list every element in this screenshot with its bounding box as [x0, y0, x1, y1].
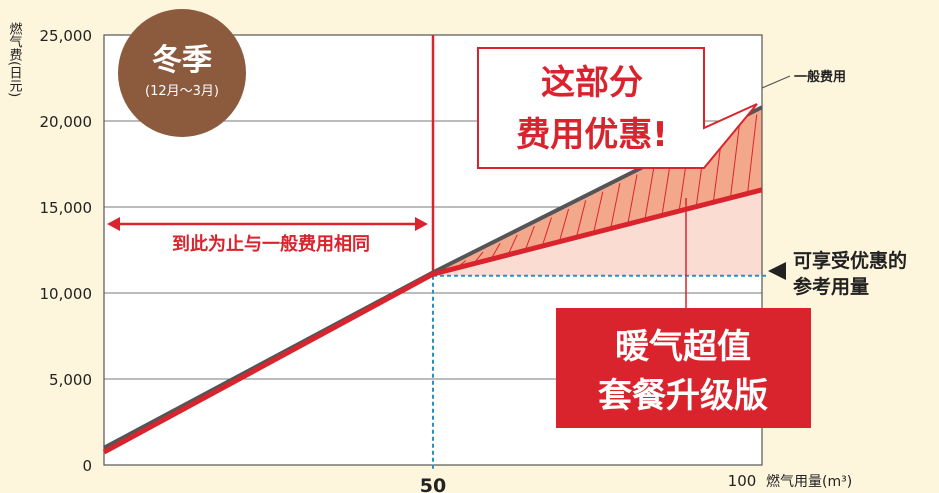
y-tick-label-0: 0 [82, 457, 92, 475]
plan-label-box [556, 308, 811, 428]
x-tick-label-50: 50 [420, 475, 446, 493]
plan-label-line1: 暖气超值 [615, 327, 751, 367]
hatch-line [747, 114, 758, 194]
season-subtitle: (12月～3月) [145, 84, 219, 99]
hatch-line [627, 174, 638, 225]
y-tick-label-2: 10,000 [40, 285, 93, 303]
y-tick-labels: 0 5,000 10,000 15,000 20,000 25,000 [40, 27, 93, 475]
reference-pointer-icon [768, 262, 786, 280]
hatch-line [593, 191, 604, 234]
y-tick-label-3: 15,000 [40, 199, 93, 217]
y-tick-label-1: 5,000 [49, 371, 92, 389]
hatch-line [524, 225, 535, 251]
hatch-line [507, 234, 518, 256]
season-badge [118, 9, 246, 137]
y-tick-label-5: 25,000 [40, 27, 93, 45]
general-legend-leader [761, 75, 791, 89]
savings-callout-box [477, 47, 758, 169]
hatch-line [610, 183, 621, 229]
legend-general-label: 一般费用 [794, 69, 846, 85]
hatch-line [644, 165, 655, 220]
y-axis-label: 燃气费(日元) [7, 21, 23, 97]
hatch-line [541, 217, 552, 247]
season-title: 冬季 [152, 43, 212, 78]
reference-label-line1: 可享受优惠的 [793, 249, 907, 272]
x-tick-label-100: 100 [728, 472, 757, 490]
hatch-line [575, 200, 587, 238]
series-line-plan [102, 187, 763, 455]
savings-callout-line2: 费用优惠! [516, 115, 668, 155]
plan-label-line2: 套餐升级版 [598, 376, 768, 416]
hatch-line [729, 123, 741, 198]
y-tick-label-4: 20,000 [40, 113, 93, 131]
hatch-line [558, 208, 570, 242]
same-as-general-label: 到此为止与一般费用相同 [172, 233, 370, 255]
x-axis-label: 燃气用量(m³) [766, 473, 852, 490]
same-as-general-arrow [107, 217, 428, 256]
savings-callout-line1: 这部分 [541, 63, 643, 103]
reference-label-line2: 参考用量 [793, 275, 869, 298]
